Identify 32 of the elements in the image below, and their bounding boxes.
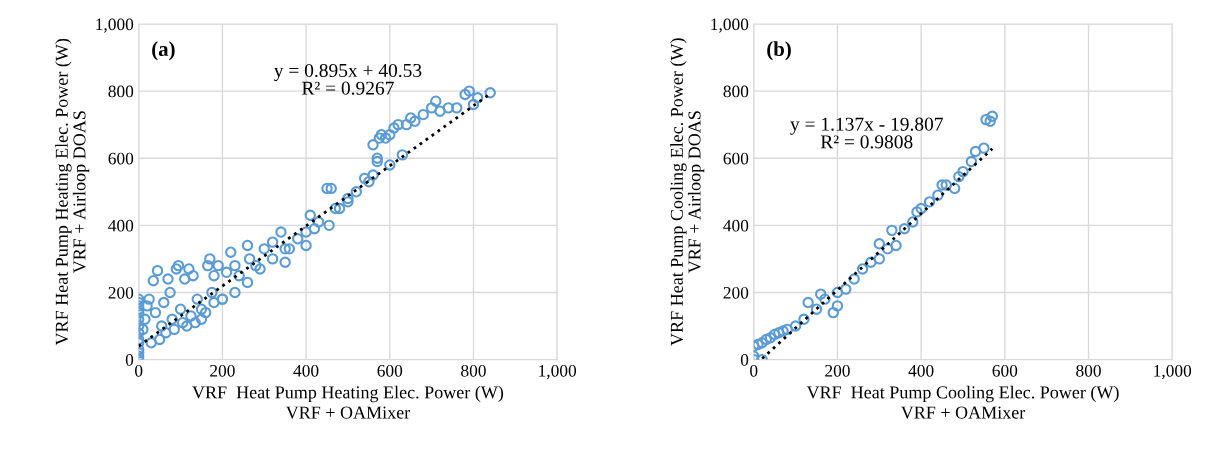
y-tick-label: 0 [125, 354, 134, 366]
annotation: (b) [767, 41, 791, 61]
y-tick-label: 400 [108, 219, 134, 232]
y-tick-label: 200 [723, 286, 749, 299]
x-tick-label: 600 [992, 364, 1018, 377]
x-tick-label: 800 [461, 364, 486, 377]
y-tick-label: 1,000 [711, 18, 749, 33]
y-axis-title: VRF Heat Pump Heating Elec. Power (W) VRF + Airloop DOAS [55, 38, 90, 346]
x-tick-label: 0 [750, 364, 758, 377]
x-axis-title: VRF Heat Pump Heating Elec. Power (W) VRF + OAMixer [192, 385, 504, 419]
x-tick-label: 400 [293, 364, 319, 377]
y-tick-label: 400 [723, 219, 749, 232]
y-tick-label: 200 [108, 286, 134, 299]
x-tick-label: 1,000 [539, 364, 577, 380]
y-axis-title: VRF Heat Pump Cooling Elec. Power (W) VRF + Airloop DOAS [670, 38, 705, 346]
x-tick-label: 400 [908, 364, 934, 377]
x-axis-title: VRF Heat Pump Cooling Elec. Power (W) VRF + OAMixer [806, 385, 1119, 419]
y-tick-label: 0 [740, 354, 749, 366]
x-tick-label: 200 [210, 364, 235, 377]
y-tick-label: 600 [108, 152, 134, 165]
x-tick-label: 600 [377, 364, 403, 377]
annotation: (a) [152, 41, 175, 61]
y-tick-label: 800 [723, 85, 749, 98]
x-tick-label: 0 [135, 364, 143, 377]
annotation: y = 1.137x - 19.807 R² = 0.9808 [790, 117, 943, 149]
y-tick-label: 600 [723, 152, 749, 165]
x-tick-label: 1,000 [1154, 364, 1192, 380]
x-tick-label: 200 [825, 364, 850, 377]
x-tick-label: 800 [1076, 364, 1101, 377]
annotation: y = 0.895x + 40.53 R² = 0.9267 [274, 63, 422, 95]
y-tick-label: 800 [108, 85, 134, 98]
y-tick-label: 1,000 [96, 18, 134, 33]
